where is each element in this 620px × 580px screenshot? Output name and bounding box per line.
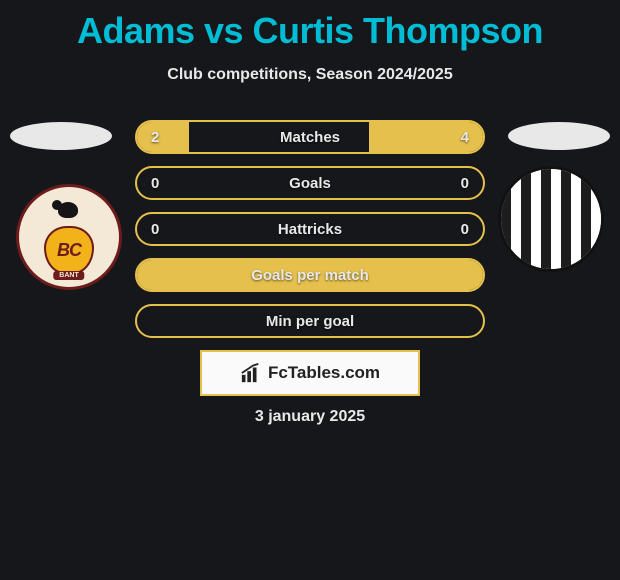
shield-text: BC bbox=[57, 240, 81, 261]
stat-value-right: 0 bbox=[461, 168, 469, 198]
watermark: FcTables.com bbox=[200, 350, 420, 396]
stat-label: Matches bbox=[137, 122, 483, 152]
date-text: 3 january 2025 bbox=[0, 408, 620, 426]
stripes-icon bbox=[501, 169, 601, 269]
subtitle: Club competitions, Season 2024/2025 bbox=[0, 66, 620, 84]
stat-value-right: 4 bbox=[461, 122, 469, 152]
stat-row: Min per goal bbox=[135, 304, 485, 338]
ribbon-label: BANT bbox=[53, 271, 84, 280]
rooster-icon bbox=[52, 200, 86, 224]
stat-label: Min per goal bbox=[137, 306, 483, 336]
watermark-text: FcTables.com bbox=[268, 363, 380, 383]
club-badge-right bbox=[498, 166, 604, 272]
club-badge-left: BC BANT bbox=[16, 184, 122, 290]
stat-label: Hattricks bbox=[137, 214, 483, 244]
stat-label: Goals per match bbox=[137, 260, 483, 290]
stats-table: 2Matches40Goals00Hattricks0Goals per mat… bbox=[135, 120, 485, 350]
page-title: Adams vs Curtis Thompson bbox=[0, 0, 620, 52]
stat-row: 0Goals0 bbox=[135, 166, 485, 200]
stat-label: Goals bbox=[137, 168, 483, 198]
stat-row: 0Hattricks0 bbox=[135, 212, 485, 246]
stat-row: 2Matches4 bbox=[135, 120, 485, 154]
player-oval-left bbox=[10, 122, 112, 150]
shield-icon: BC BANT bbox=[44, 226, 94, 274]
stat-row: Goals per match bbox=[135, 258, 485, 292]
stat-value-right: 0 bbox=[461, 214, 469, 244]
bars-icon bbox=[240, 362, 262, 384]
player-oval-right bbox=[508, 122, 610, 150]
